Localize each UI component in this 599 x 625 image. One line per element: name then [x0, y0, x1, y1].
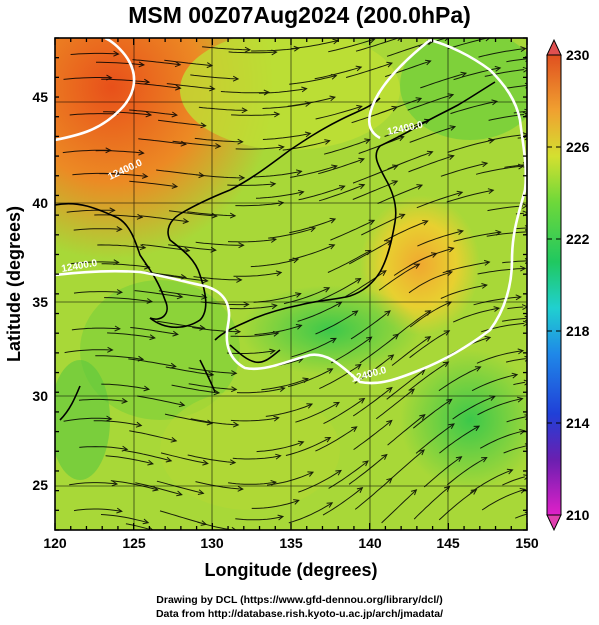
x-tick: 125	[122, 535, 146, 551]
axis-ticks	[54, 37, 528, 531]
colorbar-tick: 226	[566, 139, 590, 155]
coastlines	[55, 81, 496, 421]
temperature-field	[55, 38, 527, 530]
map-title: MSM 00Z07Aug2024 (200.0hPa)	[128, 2, 471, 28]
colorbar-min-arrow	[546, 514, 562, 532]
x-tick-labels: 120 125 130 135 140 145 150	[43, 535, 539, 551]
x-tick: 130	[200, 535, 224, 551]
x-tick: 140	[358, 535, 382, 551]
y-tick: 35	[32, 294, 48, 310]
colorbar-tick: 214	[566, 415, 590, 431]
y-axis-label: Latitude (degrees)	[4, 206, 24, 362]
x-tick: 150	[515, 535, 539, 551]
credit-line-data: Data from http://database.rish.kyoto-u.a…	[155, 608, 444, 620]
colorbar-tick: 222	[566, 231, 590, 247]
x-tick: 120	[43, 535, 67, 551]
y-tick-labels: 25 30 35 40 45	[32, 89, 48, 493]
y-tick: 25	[32, 477, 48, 493]
colorbar: 230 226 222 218 214 210	[546, 38, 590, 532]
y-tick: 30	[32, 388, 48, 404]
height-contours	[55, 38, 527, 385]
x-tick: 145	[436, 535, 460, 551]
y-tick: 40	[32, 195, 48, 211]
credit-line-dcl: Drawing by DCL (https://www.gfd-dennou.o…	[156, 594, 443, 606]
colorbar-tick: 218	[566, 323, 590, 339]
wind-streamlines	[62, 38, 527, 530]
y-tick: 45	[32, 89, 48, 105]
colorbar-tick: 230	[566, 47, 590, 63]
x-axis-label: Longitude (degrees)	[204, 560, 377, 580]
x-tick: 135	[279, 535, 303, 551]
colorbar-max-arrow	[546, 38, 562, 56]
colorbar-tick: 210	[566, 507, 590, 523]
